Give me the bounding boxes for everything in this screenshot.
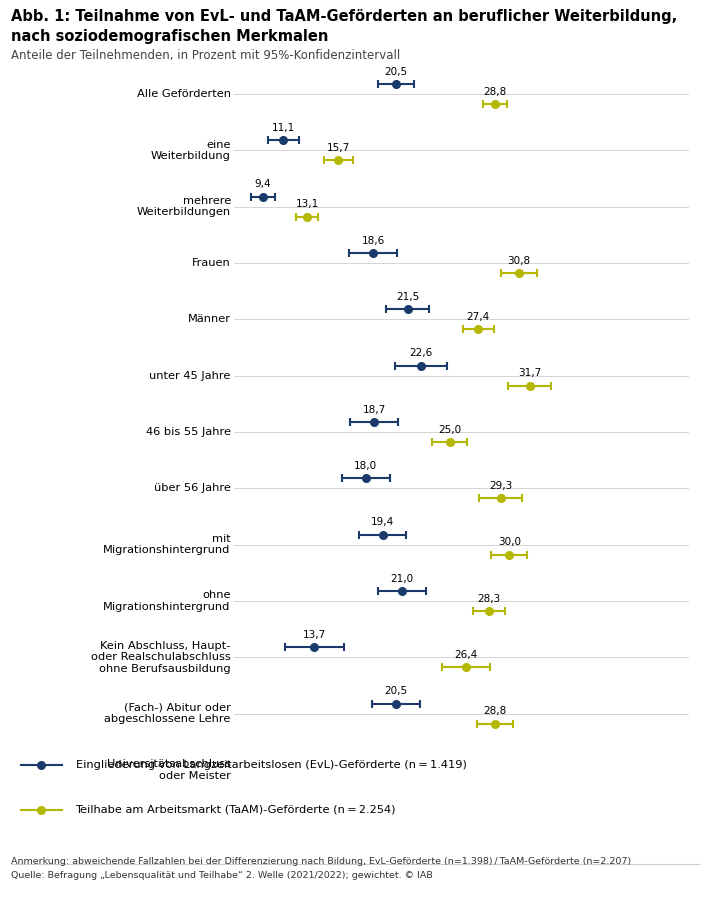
- Text: mehrere
Weiterbildungen: mehrere Weiterbildungen: [136, 196, 231, 218]
- Text: 21,0: 21,0: [391, 573, 413, 583]
- Text: 13,7: 13,7: [302, 630, 326, 640]
- Text: 25,0: 25,0: [438, 425, 461, 435]
- Text: 15,7: 15,7: [327, 143, 350, 153]
- Text: 9,4: 9,4: [255, 179, 271, 189]
- Text: Männer: Männer: [187, 314, 231, 324]
- Text: 31,9: 31,9: [520, 742, 544, 752]
- Text: Frauen: Frauen: [192, 258, 231, 268]
- Text: 11,1: 11,1: [272, 123, 295, 133]
- Text: 46 bis 55 Jahre: 46 bis 55 Jahre: [146, 427, 231, 437]
- Text: 38,9: 38,9: [604, 763, 628, 773]
- Text: Teilhabe am Arbeitsmarkt (TaAM)-Geförderte (n = 2.254): Teilhabe am Arbeitsmarkt (TaAM)-Geförder…: [75, 805, 396, 815]
- Text: 29,3: 29,3: [489, 482, 513, 491]
- Text: 28,8: 28,8: [484, 706, 507, 716]
- Text: ohne
Migrationshintergrund: ohne Migrationshintergrund: [104, 590, 231, 612]
- Text: Universitätsabschluss
oder Meister: Universitätsabschluss oder Meister: [106, 760, 231, 781]
- Text: 20,5: 20,5: [384, 67, 408, 76]
- Text: 30,0: 30,0: [498, 537, 521, 547]
- Text: 28,8: 28,8: [484, 86, 507, 97]
- Text: 20,5: 20,5: [384, 686, 408, 697]
- Text: Kein Abschluss, Haupt-
oder Realschulabschluss
ohne Berufsausbildung: Kein Abschluss, Haupt- oder Realschulabs…: [91, 641, 231, 674]
- Text: 31,7: 31,7: [518, 368, 541, 379]
- Text: Anmerkung: abweichende Fallzahlen bei der Differenzierung nach Bildung, EvL-Gefö: Anmerkung: abweichende Fallzahlen bei de…: [11, 857, 630, 866]
- Text: 19,4: 19,4: [371, 518, 394, 527]
- Text: nach soziodemografischen Merkmalen: nach soziodemografischen Merkmalen: [11, 29, 328, 44]
- Text: unter 45 Jahre: unter 45 Jahre: [149, 371, 231, 381]
- Text: 27,4: 27,4: [466, 312, 490, 322]
- Text: Quelle: Befragung „Lebensqualität und Teilhabe“ 2. Welle (2021/2022); gewichtet.: Quelle: Befragung „Lebensqualität und Te…: [11, 871, 432, 880]
- Text: Eingliederung von Langzeitarbeitslosen (EvL)-Geförderte (n = 1.419): Eingliederung von Langzeitarbeitslosen (…: [75, 760, 466, 770]
- Text: mit
Migrationshintergrund: mit Migrationshintergrund: [104, 534, 231, 555]
- Text: 28,3: 28,3: [477, 594, 501, 604]
- Text: 18,7: 18,7: [363, 404, 386, 415]
- Text: über 56 Jahre: über 56 Jahre: [154, 483, 231, 493]
- Text: 18,0: 18,0: [354, 461, 378, 471]
- Text: 18,6: 18,6: [361, 236, 385, 246]
- Text: Abb. 1: Teilnahme von EvL- und TaAM-Geförderten an beruflicher Weiterbildung,: Abb. 1: Teilnahme von EvL- und TaAM-Gefö…: [11, 9, 677, 24]
- Text: Anteile der Teilnehmenden, in Prozent mit 95%-Konfidenzintervall: Anteile der Teilnehmenden, in Prozent mi…: [11, 50, 400, 62]
- Text: eine
Weiterbildung: eine Weiterbildung: [151, 140, 231, 161]
- Text: 13,1: 13,1: [295, 200, 319, 210]
- Text: Alle Geförderten: Alle Geförderten: [137, 89, 231, 99]
- Text: 22,6: 22,6: [409, 348, 432, 358]
- Text: 21,5: 21,5: [396, 292, 420, 302]
- Text: 26,4: 26,4: [454, 650, 478, 661]
- Text: 30,8: 30,8: [508, 256, 530, 266]
- Text: (Fach-) Abitur oder
abgeschlossene Lehre: (Fach-) Abitur oder abgeschlossene Lehre: [104, 703, 231, 724]
